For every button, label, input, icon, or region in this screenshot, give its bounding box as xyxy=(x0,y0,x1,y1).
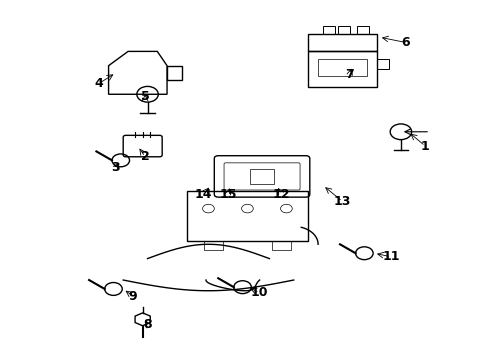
Text: 4: 4 xyxy=(95,77,103,90)
Text: 1: 1 xyxy=(421,140,430,153)
Bar xyxy=(167,66,182,80)
Text: 11: 11 xyxy=(382,250,400,263)
Bar xyxy=(250,169,274,184)
Text: 2: 2 xyxy=(141,150,149,163)
Text: 7: 7 xyxy=(345,68,354,81)
Bar xyxy=(376,59,389,69)
Bar xyxy=(272,241,291,249)
Bar xyxy=(357,26,369,33)
Bar xyxy=(338,26,350,33)
Text: 8: 8 xyxy=(143,318,152,331)
Text: 14: 14 xyxy=(195,188,212,201)
Bar xyxy=(203,241,223,249)
Text: 13: 13 xyxy=(334,195,351,208)
Text: 10: 10 xyxy=(251,286,269,299)
Bar xyxy=(318,59,367,76)
Text: 3: 3 xyxy=(112,161,120,174)
Bar xyxy=(323,26,335,33)
Text: 5: 5 xyxy=(141,90,149,103)
Text: 9: 9 xyxy=(129,289,137,303)
Text: 15: 15 xyxy=(219,188,237,201)
Text: 12: 12 xyxy=(273,188,290,201)
Text: 6: 6 xyxy=(401,36,410,49)
